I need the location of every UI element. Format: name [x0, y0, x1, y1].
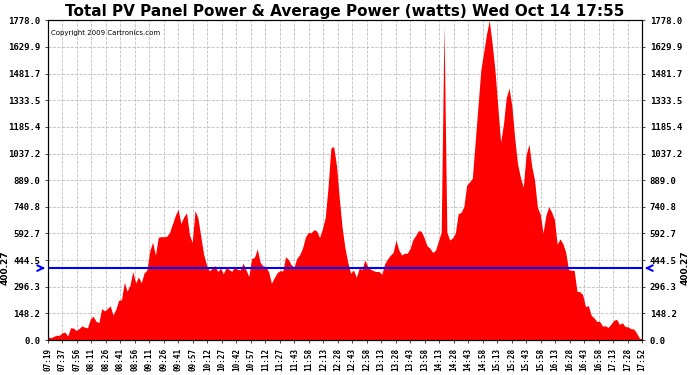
Title: Total PV Panel Power & Average Power (watts) Wed Oct 14 17:55: Total PV Panel Power & Average Power (wa… — [66, 4, 624, 19]
Text: Copyright 2009 Cartronics.com: Copyright 2009 Cartronics.com — [51, 30, 160, 36]
Text: 400.27: 400.27 — [681, 251, 690, 285]
Text: 400.27: 400.27 — [0, 251, 9, 285]
